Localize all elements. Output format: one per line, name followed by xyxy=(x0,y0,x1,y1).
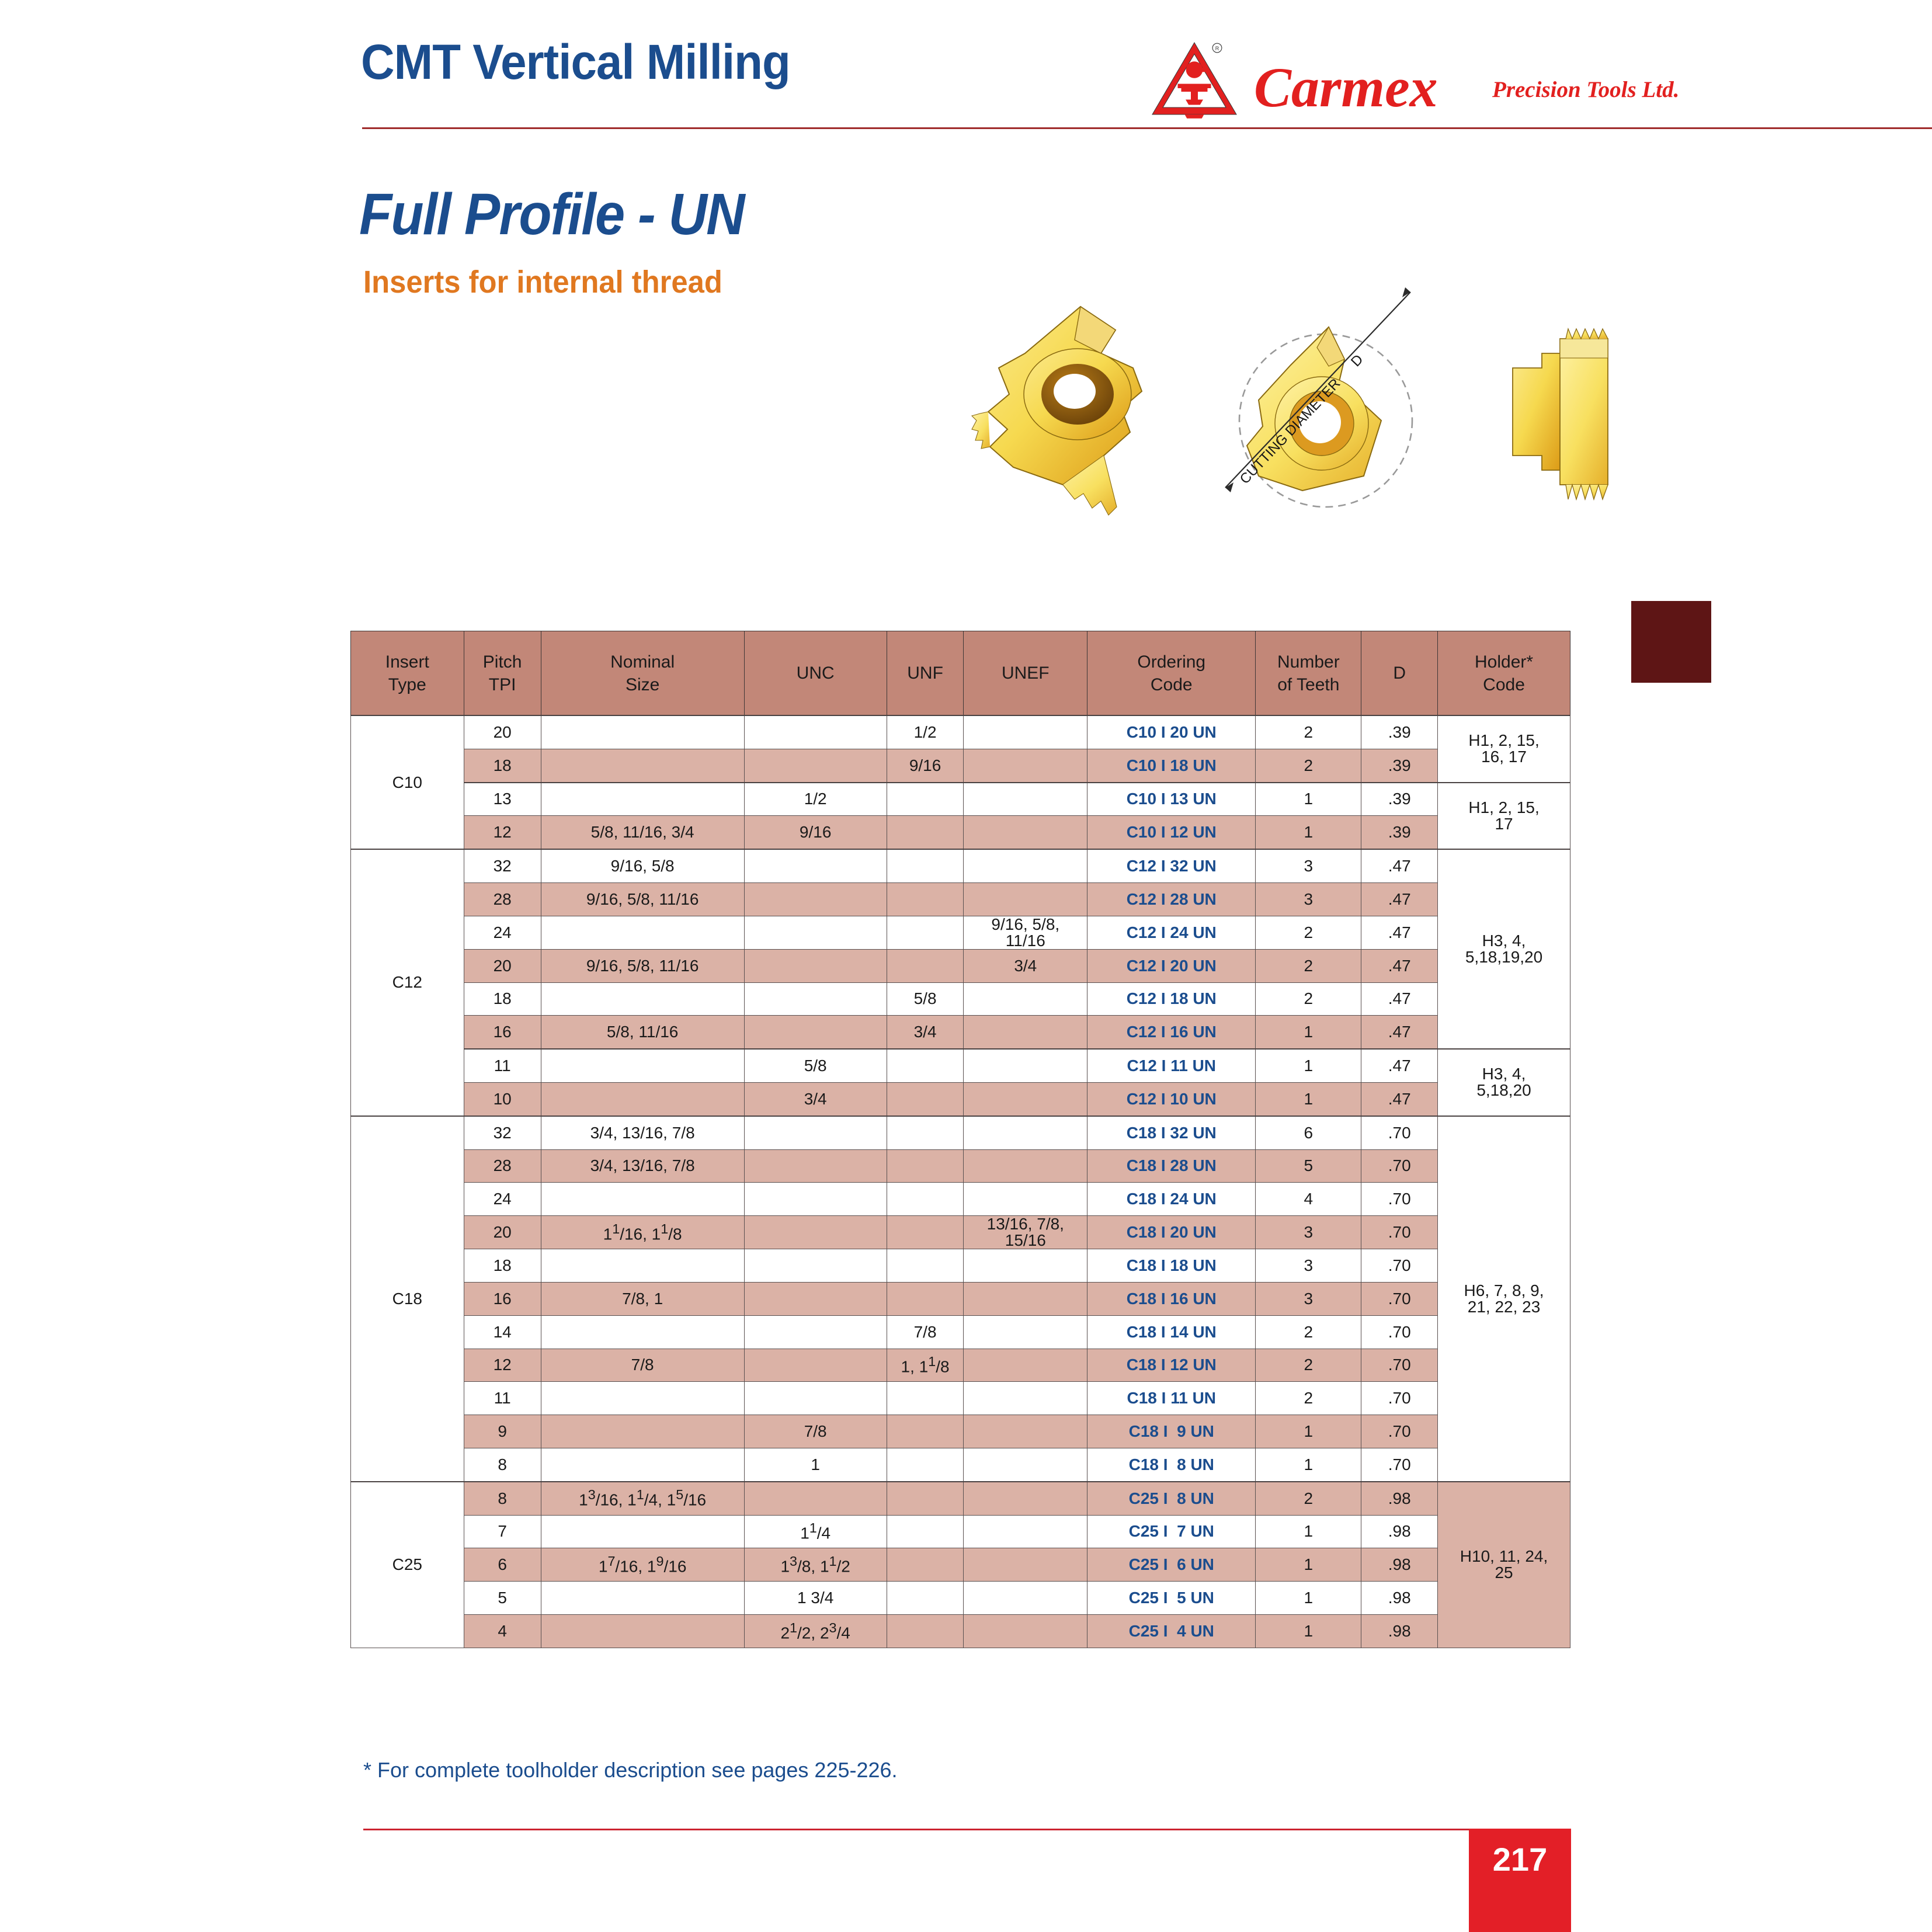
svg-text:R: R xyxy=(1215,46,1219,51)
svg-text:Precision Tools Ltd.: Precision Tools Ltd. xyxy=(1492,77,1679,102)
svg-text:Carmex: Carmex xyxy=(1254,56,1438,119)
